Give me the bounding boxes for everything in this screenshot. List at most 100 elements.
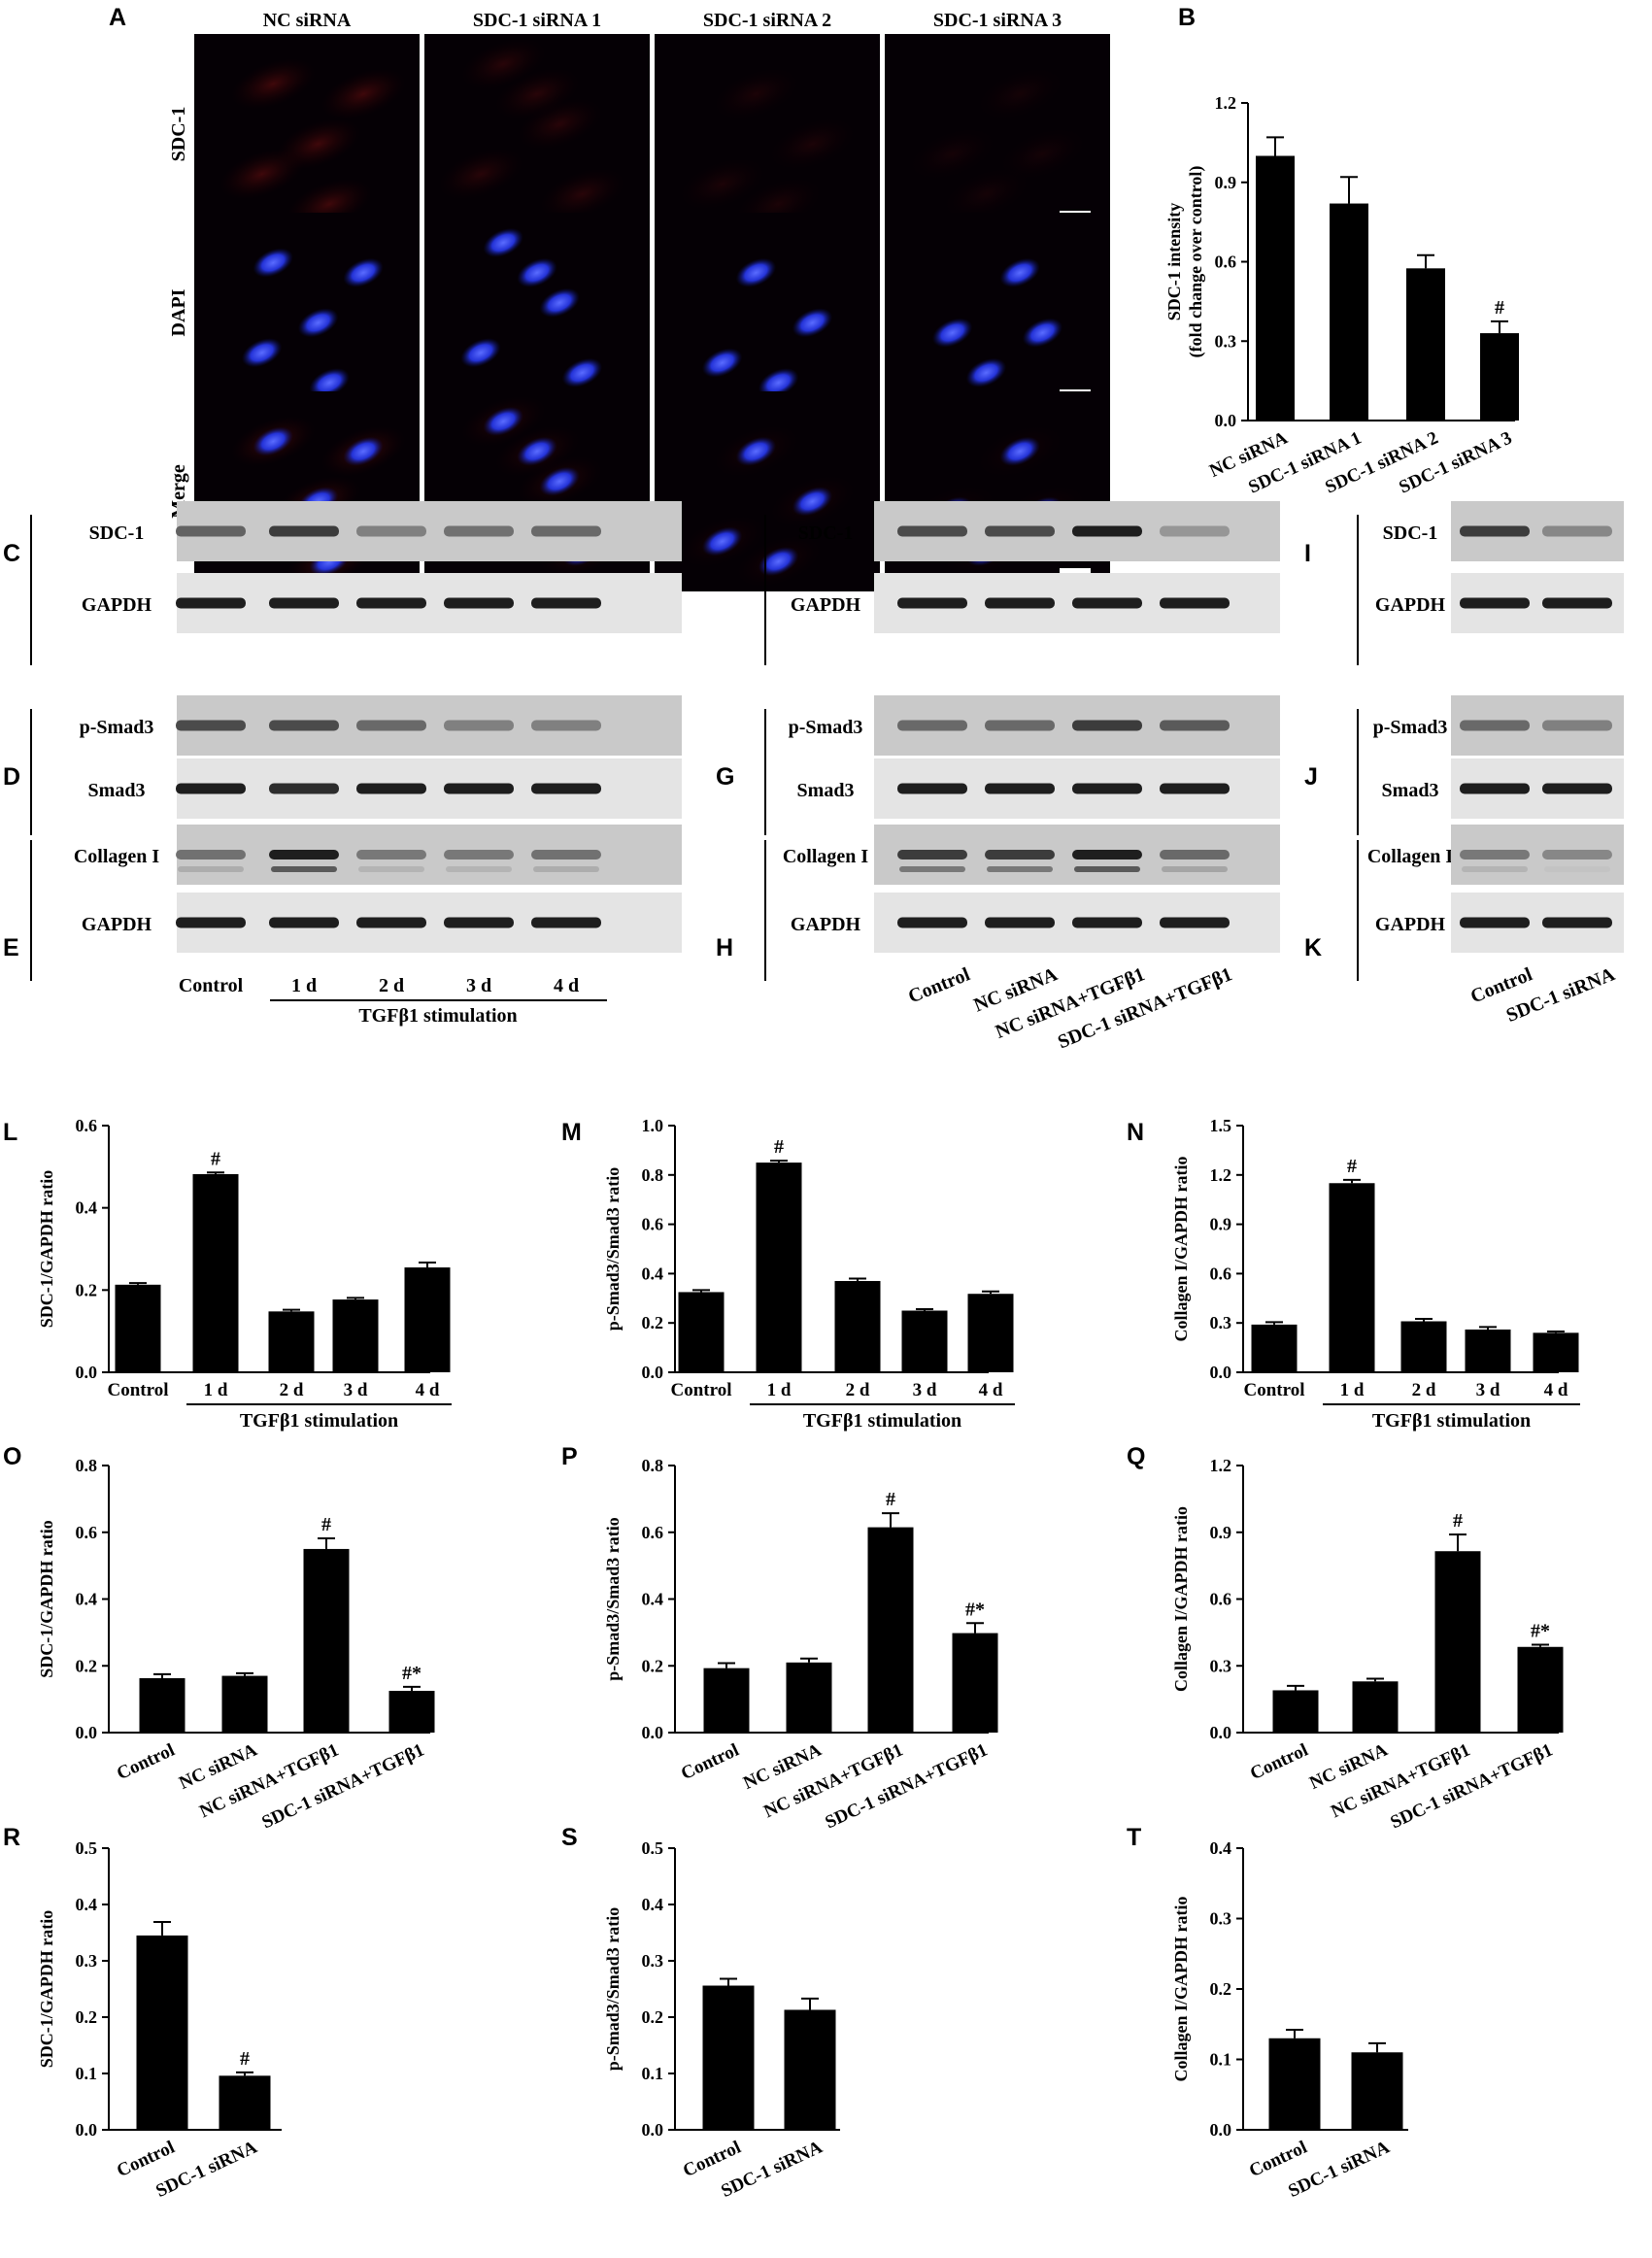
chart-Q: 0.0 0.3 0.6 0.9 1.2 Collagen I/GAPDH ratio Con…: [1171, 1456, 1564, 1833]
microscopy-cells: [931, 257, 1063, 388]
cytoplasm-stain: [680, 158, 764, 210]
bar: [1352, 1681, 1399, 1733]
blot-band: [987, 866, 1053, 872]
chart-T: 0.0 0.1 0.2 0.3 0.4 Collagen I/GAPDH ratio Con…: [1171, 1838, 1408, 2202]
x-tick-label: 1 d: [204, 1380, 228, 1400]
microscopy-column-label: SDC-1 siRNA 1: [473, 10, 601, 31]
y-tick-label: 1.2: [1210, 1456, 1232, 1475]
cytoplasm-stain: [978, 69, 1062, 119]
significance-mark: #: [211, 1148, 220, 1169]
y-tick-label: 0.4: [1210, 1838, 1232, 1858]
y-tick-label: 0.5: [642, 1838, 664, 1858]
cytoplasm-stain: [495, 69, 579, 119]
bar: [388, 1691, 435, 1733]
significance-mark: #: [321, 1514, 331, 1535]
panel-letter-C: C: [3, 540, 21, 567]
microscopy-row-label: DAPI: [168, 288, 189, 336]
nucleus-stain: [735, 257, 777, 287]
blot-band: [533, 866, 599, 872]
cytoplasm-stain: [540, 169, 624, 219]
y-tick-label: 0.0: [1210, 2120, 1232, 2140]
blot-band: [356, 720, 426, 731]
bar: [1517, 1646, 1564, 1733]
x-tick-label: 4 d: [1544, 1380, 1568, 1400]
bar: [1268, 2038, 1321, 2130]
blot-band: [531, 525, 601, 537]
blot-band: [444, 783, 514, 794]
blot-band-label: p-Smad3: [80, 717, 154, 738]
panel-letter-A: A: [109, 4, 127, 31]
blot-band-label: SDC-1: [1383, 522, 1438, 544]
bar: [1400, 1321, 1447, 1372]
blot-band: [1542, 917, 1612, 928]
y-tick-label: 0.3: [1210, 1909, 1232, 1929]
panel-letter-S: S: [561, 1824, 578, 1851]
bar: [1330, 203, 1368, 421]
blot-band: [269, 597, 339, 609]
nucleus-stain: [517, 257, 557, 287]
chart-L: 0.0 0.2 0.4 0.6 SDC-1/GAPDH ratio Control #1 d…: [37, 1116, 452, 1432]
chart-R: 0.0 0.1 0.2 0.3 0.4 0.5 SDC-1/GAPDH ratio Contr…: [37, 1838, 282, 2202]
blot-band: [531, 597, 601, 609]
nucleus-stain: [758, 368, 799, 398]
blot-band: [1542, 850, 1612, 859]
bar: [786, 1662, 832, 1733]
nucleus-stain: [517, 436, 557, 466]
panel-letter-R: R: [3, 1824, 21, 1851]
bar: [136, 1935, 188, 2130]
y-axis-label: SDC-1/GAPDH ratio: [37, 1910, 56, 2068]
blot-lane-label: 3 d: [466, 975, 491, 996]
blot-band: [1460, 850, 1530, 859]
blot-band: [269, 917, 339, 928]
x-tick-label: Control: [114, 1739, 178, 1784]
y-tick-label: 1.2: [1215, 93, 1237, 113]
blot-band: [444, 917, 514, 928]
nucleus-stain: [460, 338, 501, 368]
panel-letter-K: K: [1304, 934, 1323, 961]
microscopy-column-label: NC siRNA: [263, 10, 352, 31]
y-tick-label: 0.4: [76, 1198, 98, 1218]
blot-band: [531, 720, 601, 731]
nucleus-stain: [297, 308, 339, 338]
microscopy-column-label: SDC-1 siRNA 3: [933, 10, 1062, 31]
blot-band: [176, 597, 246, 609]
blot-band: [269, 720, 339, 731]
panel-letter-I: I: [1304, 540, 1311, 567]
blot-bracket-label: TGFβ1 stimulation: [358, 1005, 517, 1027]
bar: [115, 1284, 161, 1372]
blot-band: [1460, 720, 1530, 731]
y-tick-label: 0.8: [76, 1456, 98, 1475]
blot-band: [1160, 597, 1230, 609]
y-tick-label: 0.3: [1215, 331, 1237, 351]
significance-mark: #: [240, 2048, 250, 2070]
bar: [1465, 1329, 1511, 1372]
nucleus-stain: [1022, 318, 1063, 348]
blot-band: [356, 783, 426, 794]
blot-band: [176, 917, 246, 928]
blot-band: [356, 850, 426, 859]
blot-band: [1072, 720, 1142, 731]
cytoplasm-stain: [1000, 128, 1085, 180]
y-tick-label: 0.3: [76, 1951, 98, 1971]
y-tick-label: 0.6: [76, 1116, 98, 1135]
blot-band: [985, 783, 1055, 794]
bar: [1406, 268, 1445, 421]
y-tick-label: 0.0: [642, 1723, 664, 1742]
y-axis-label: (fold change over control): [1186, 166, 1206, 358]
blot-band-label: GAPDH: [82, 914, 152, 935]
nucleus-stain: [561, 357, 603, 388]
y-tick-label: 0.8: [642, 1165, 664, 1185]
bar: [1272, 1690, 1319, 1733]
blot-band: [1460, 917, 1530, 928]
microscopy-cells: [701, 257, 833, 398]
blot-band: [985, 525, 1055, 537]
blot-band: [1072, 850, 1142, 859]
blot-band-label: GAPDH: [1375, 594, 1446, 616]
bar: [867, 1527, 914, 1733]
y-tick-label: 0.4: [642, 1264, 664, 1283]
panel-letter-N: N: [1127, 1119, 1145, 1146]
blot-band: [531, 783, 601, 794]
x-tick-label: Control: [671, 1380, 732, 1400]
nucleus-stain: [792, 487, 833, 517]
